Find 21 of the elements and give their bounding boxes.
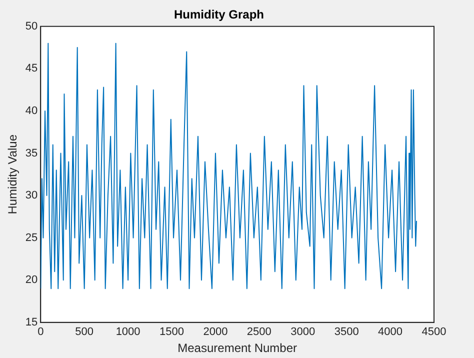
x-tick-label: 500 — [75, 326, 94, 338]
y-tick-label: 30 — [25, 190, 38, 202]
y-tick-label: 25 — [25, 232, 38, 244]
x-tick-label: 2500 — [246, 326, 272, 338]
x-tick-label: 3500 — [334, 326, 359, 338]
y-tick-label: 40 — [25, 105, 38, 118]
x-tick-label: 4500 — [422, 326, 446, 338]
y-tick-label: 45 — [25, 62, 38, 75]
x-tick-label: 3000 — [290, 326, 316, 338]
x-tick-label: 4000 — [378, 326, 403, 338]
x-tick-label: 1000 — [116, 326, 140, 338]
y-tick-label: 20 — [25, 274, 38, 286]
y-tick-label: 35 — [25, 147, 38, 160]
x-tick-label: 2000 — [203, 326, 228, 338]
x-axis-title: Measurement Number — [178, 341, 298, 356]
y-tick-label: 50 — [25, 20, 38, 32]
chart-title: Humidity Graph — [174, 8, 264, 22]
y-axis-title: Humidity Value — [6, 134, 20, 214]
x-tick-label: 1500 — [160, 326, 184, 338]
x-tick-label: 0 — [38, 326, 44, 338]
y-tick-label: 15 — [25, 316, 38, 328]
